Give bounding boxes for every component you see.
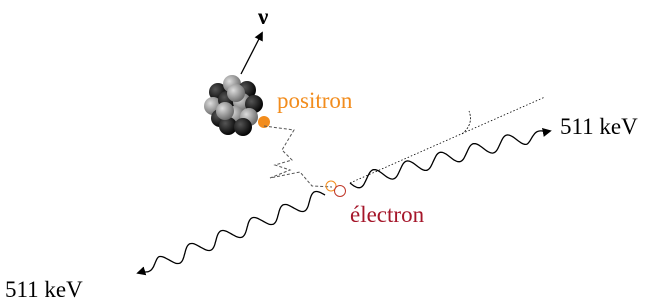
annihilation-electron bbox=[335, 186, 346, 197]
neutrino-arrow bbox=[241, 33, 262, 74]
nucleon bbox=[216, 102, 234, 120]
nucleon bbox=[234, 118, 252, 136]
diagram: ν positron électron 511 keV 511 keV bbox=[0, 0, 668, 305]
positron-label: positron bbox=[277, 88, 353, 113]
nucleus bbox=[204, 75, 263, 136]
positron-path bbox=[264, 126, 332, 187]
reference-line bbox=[350, 97, 545, 183]
photon-right bbox=[350, 131, 550, 188]
photon-right-label: 511 keV bbox=[560, 114, 638, 139]
photon-left-label: 511 keV bbox=[5, 277, 83, 302]
photon-left bbox=[138, 192, 325, 274]
neutrino-label: ν bbox=[257, 4, 268, 29]
electron-label: électron bbox=[350, 202, 425, 227]
nucleon bbox=[227, 84, 245, 102]
